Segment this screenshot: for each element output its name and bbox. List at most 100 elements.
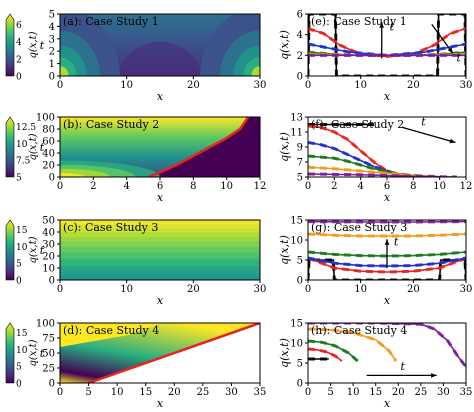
colorbar-label: q(x,t) [28, 133, 39, 160]
series-dash-green [308, 250, 466, 258]
plot-frame [59, 13, 261, 77]
y-tick-label: 0 [297, 72, 303, 83]
colorbar-label: q(x,t) [28, 31, 39, 58]
colorbar-scale [5, 219, 15, 281]
y-tick-label: 5 [297, 256, 303, 267]
y-axis-label: q(x,t) [278, 30, 291, 60]
panel-title: (f): Case Study 2 [311, 118, 404, 131]
time-arrow: tt [379, 21, 462, 65]
x-tick-label: 10 [120, 284, 133, 295]
x-tick-label: 35 [254, 387, 267, 398]
y-tick-label: 0 [297, 276, 303, 287]
y-axis-label: t [40, 141, 45, 154]
y-tick-label: 20 [42, 252, 55, 263]
boundary-line [147, 117, 250, 177]
colorbar-tick-label: 15 [16, 226, 28, 236]
colorbar-tick-label: 10 [16, 243, 28, 253]
x-tick-label: 10 [120, 80, 133, 91]
y-tick-label: 50 [42, 349, 55, 360]
x-tick-label: 12 [460, 181, 473, 192]
arrow-head [449, 138, 456, 144]
time-arrow: t [384, 236, 399, 268]
x-tick-label: 30 [460, 284, 473, 295]
y-tick-label: 5 [297, 359, 303, 370]
colorbar-tick-label: 0 [16, 380, 22, 390]
x-tick-label: 10 [433, 181, 446, 192]
contour-band [120, 41, 200, 76]
series-dash-red [308, 256, 466, 274]
heatmap-field [60, 117, 260, 177]
series-group [308, 123, 457, 177]
colorbar-tick-label: 4 [16, 38, 22, 48]
heatmap-background [60, 220, 260, 280]
colorbar-label: q(x,t) [28, 236, 39, 263]
series-group [308, 220, 466, 280]
x-tick-label: 10 [354, 80, 367, 91]
x-tick-label: 0 [305, 387, 311, 398]
x-tick-label: 20 [407, 80, 420, 91]
x-tick-label: 20 [392, 387, 405, 398]
y-tick-label: 0 [297, 379, 303, 390]
panel-title: (a): Case Study 1 [63, 15, 159, 28]
line-panel-g: 0 10 20 30 0 5 10 15 x (g): Case Study 3 q(x,t) t [278, 216, 472, 308]
x-tick-label: 20 [407, 284, 420, 295]
colorbar-tick-label: 10 [16, 346, 28, 356]
x-tick-label: 25 [414, 387, 427, 398]
time-arrow: t [366, 360, 437, 378]
series-dash-orange [308, 327, 398, 362]
y-tick-label: 10 [290, 339, 303, 350]
y-tick-label: 11 [290, 128, 303, 139]
arrow-label: t [390, 21, 395, 34]
x-tick-label: 10 [111, 387, 124, 398]
x-tick-label: 0 [57, 284, 63, 295]
panel-title: (d): Case Study 4 [63, 324, 159, 337]
colorbar-label: q(x,t) [28, 339, 39, 366]
x-tick-label: 4 [123, 181, 129, 192]
time-arrow: t [402, 115, 456, 144]
x-tick-label: 10 [347, 387, 360, 398]
y-tick-label: 0 [49, 379, 55, 390]
colorbar-tick-label: 5 [16, 260, 22, 270]
heatmap-field [60, 323, 260, 383]
contour-region [60, 117, 249, 177]
x-tick-label: 15 [369, 387, 382, 398]
arrow-head [447, 47, 453, 54]
plot-frame [307, 322, 467, 384]
y-tick-label: 7 [297, 158, 303, 169]
series-dash-purple [308, 172, 457, 177]
x-tick-label: 4 [357, 181, 363, 192]
x-tick-label: 0 [57, 387, 63, 398]
panel-title: (b): Case Study 2 [63, 118, 159, 131]
boundary-line [88, 323, 260, 383]
x-axis-label: x [157, 191, 164, 204]
x-tick-label: 12 [254, 181, 267, 192]
line-panel-f: 0 2 4 6 8 10 12 5 7 9 11 13 x (f): Case Study 2 q(x,t)… [278, 113, 472, 205]
y-tick-label: 15 [290, 319, 303, 330]
x-tick-label: 0 [57, 181, 63, 192]
x-axis-label: x [384, 294, 391, 307]
panel-title: (c): Case Study 3 [63, 221, 158, 234]
x-tick-label: 6 [384, 181, 390, 192]
colorbar-scale [5, 13, 15, 77]
colorbar-tick-label: 2 [16, 55, 22, 65]
arrow-shaft [402, 126, 456, 144]
x-axis-label: x [157, 294, 164, 307]
y-tick-label: 25 [42, 364, 55, 375]
y-tick-label: 4 [49, 22, 55, 33]
colorbar-tick-label: 5 [16, 363, 22, 373]
panel-title: (e): Case Study 1 [311, 15, 407, 28]
series-dash-blue [308, 256, 466, 268]
x-tick-label: 5 [327, 387, 333, 398]
x-axis-label: x [384, 397, 391, 410]
x-axis-label: x [157, 90, 164, 103]
y-tick-label: 2 [49, 47, 55, 58]
y-tick-label: 9 [297, 143, 303, 154]
arrow-label: t [457, 52, 462, 65]
y-tick-label: 0 [49, 72, 55, 83]
colorbar-scale [5, 322, 15, 384]
y-tick-label: 5 [297, 173, 303, 184]
colorbar-tick-label: 6 [16, 21, 22, 31]
colorbar-tick-label: 15 [16, 329, 28, 339]
